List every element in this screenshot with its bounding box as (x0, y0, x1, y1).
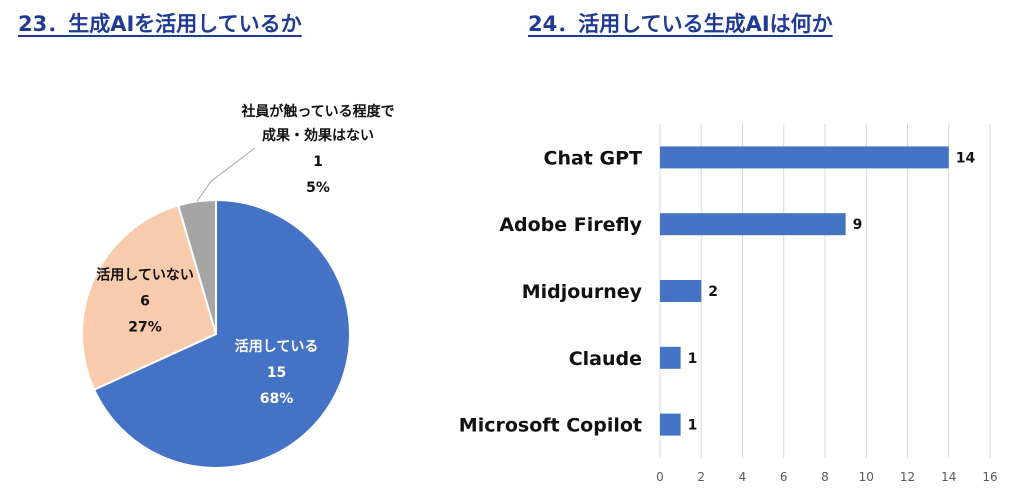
category-label: Midjourney (522, 281, 643, 303)
bar-1 (660, 146, 949, 169)
bar-chart-title: 24．活用している生成AIは何か (528, 12, 833, 36)
slice-percent-partial: 5% (306, 180, 330, 196)
x-tick-label: 16 (982, 470, 997, 484)
x-tick-label: 2 (697, 470, 705, 484)
slice-percent-used: 68% (260, 391, 294, 407)
bar-value-label: 9 (853, 217, 863, 233)
bar-value-label: 2 (708, 284, 718, 300)
bar-4 (660, 346, 681, 369)
x-tick-label: 12 (900, 470, 915, 484)
bar-5 (660, 413, 681, 436)
bar-2 (660, 213, 846, 236)
slice-count-used: 15 (267, 365, 286, 381)
pie-slice-1 (92, 198, 351, 469)
pie-slice-2 (81, 204, 218, 391)
category-label: Claude (569, 348, 642, 370)
slice-percent-not-used: 27% (128, 320, 162, 336)
category-label: Adobe Firefly (499, 214, 642, 236)
leader-line (196, 147, 256, 202)
bar-value-label: 14 (956, 150, 976, 166)
slice-label-partial-line1: 社員が触っている程度で (240, 103, 394, 120)
x-tick-label: 4 (739, 470, 747, 484)
x-tick-label: 6 (780, 470, 788, 484)
bar-value-label: 1 (688, 351, 698, 367)
slice-count-not-used: 6 (140, 294, 150, 310)
bar-3 (660, 280, 702, 302)
slice-label-not-used: 活用していない (96, 267, 194, 284)
category-label: Chat GPT (544, 147, 643, 169)
x-tick-label: 0 (656, 470, 664, 484)
slice-label-partial-line2: 成果・効果はない (262, 127, 374, 144)
bar-value-label: 1 (688, 418, 698, 434)
pie-chart: 活用している 15 68% 活用していない 6 27% 社員が触っている程度で成果・効果はな… (81, 103, 395, 469)
category-label: Microsoft Copilot (459, 415, 642, 437)
x-tick-label: 10 (859, 470, 874, 484)
slice-label-used: 活用している (235, 338, 319, 355)
slice-count-partial: 1 (313, 154, 323, 170)
x-tick-label: 14 (941, 470, 956, 484)
pie-chart-title: 23．生成AIを活用しているか (18, 12, 302, 36)
x-tick-label: 8 (821, 470, 829, 484)
